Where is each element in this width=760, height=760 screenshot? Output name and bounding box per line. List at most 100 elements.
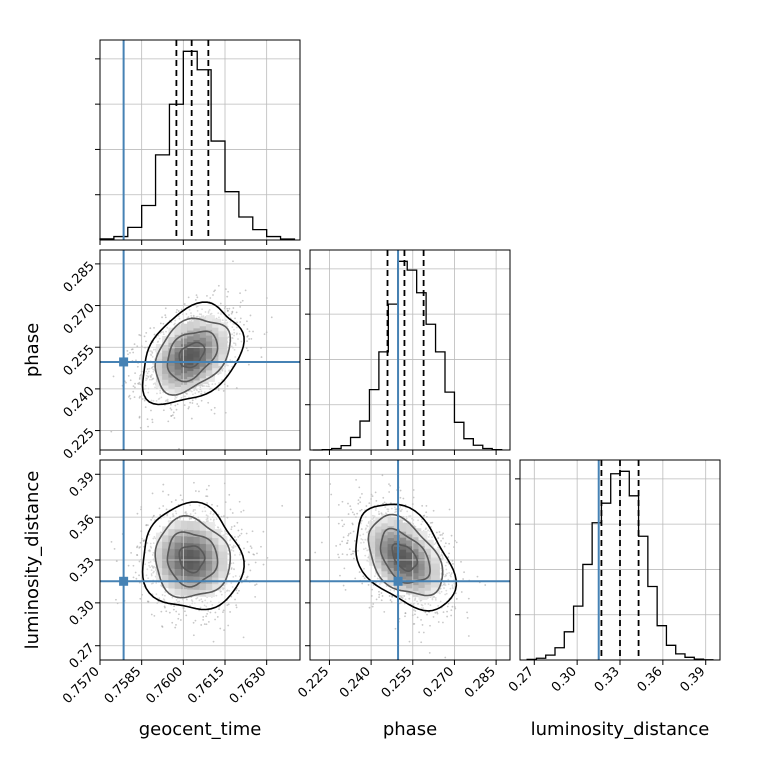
scatter-point — [452, 563, 454, 565]
scatter-point — [191, 399, 194, 402]
density-cell — [168, 526, 178, 536]
scatter-point — [363, 577, 366, 580]
scatter-point — [357, 499, 360, 502]
density-cell — [174, 586, 184, 596]
scatter-point — [382, 496, 385, 499]
scatter-point — [420, 618, 422, 621]
density-cell — [381, 550, 391, 560]
tick-label-y-luminosity-distance-4: 0.39 — [67, 469, 98, 500]
density-cell — [162, 546, 172, 556]
scatter-point — [139, 334, 142, 337]
scatter-point — [248, 330, 251, 333]
scatter-point — [213, 412, 216, 415]
density-cell — [212, 341, 222, 351]
density-cell — [375, 523, 385, 533]
scatter-point — [240, 528, 243, 531]
scatter-point — [236, 521, 239, 524]
scatter-point — [424, 602, 427, 605]
scatter-point — [150, 569, 153, 572]
density-cell — [430, 548, 440, 558]
density-cell — [199, 323, 209, 333]
scatter-point — [155, 582, 158, 584]
scatter-point — [231, 337, 234, 340]
scatter-point — [153, 326, 155, 329]
scatter-point — [429, 522, 432, 524]
density-cell — [399, 546, 409, 556]
density-cell — [369, 550, 379, 560]
scatter-point — [227, 290, 230, 293]
x-axis-label-phase: phase — [383, 719, 437, 740]
scatter-point — [178, 447, 180, 450]
scatter-point — [150, 409, 152, 412]
scatter-point — [450, 575, 452, 578]
scatter-point — [226, 589, 229, 592]
density-cell — [212, 359, 222, 369]
density-cell — [199, 548, 209, 558]
y-axis-label-luminosity-distance: luminosity_distance — [22, 471, 43, 650]
scatter-point — [405, 517, 408, 520]
scatter-point — [152, 537, 155, 540]
scatter-point — [420, 518, 423, 521]
scatter-point — [173, 605, 176, 607]
scatter-point — [162, 331, 165, 333]
density-cell — [187, 554, 197, 564]
scatter-point — [451, 605, 454, 608]
scatter-point — [425, 511, 428, 514]
scatter-point — [359, 534, 362, 537]
scatter-point — [208, 484, 210, 487]
tick-label-x-geocent-time-2: 0.7600 — [143, 664, 186, 707]
scatter-point — [159, 322, 162, 325]
scatter-point — [188, 406, 190, 408]
scatter-point — [194, 512, 197, 515]
scatter-point — [233, 331, 236, 334]
scatter-point — [330, 493, 333, 496]
scatter-point — [349, 532, 352, 535]
scatter-point — [371, 518, 374, 520]
scatter-point — [185, 512, 188, 515]
scatter-point — [166, 326, 169, 329]
scatter-point — [173, 323, 176, 326]
density-cell — [187, 527, 197, 537]
scatter-point — [144, 406, 147, 409]
truth-marker-phase-luminosity-distance — [393, 576, 403, 586]
scatter-point — [229, 544, 231, 546]
scatter-point — [138, 574, 140, 577]
scatter-point — [428, 533, 431, 536]
scatter-point — [189, 389, 192, 392]
density-cell — [174, 360, 184, 370]
scatter-point — [237, 338, 239, 340]
scatter-point — [223, 629, 225, 632]
scatter-point — [175, 623, 177, 626]
scatter-point — [337, 522, 340, 525]
scatter-point — [454, 592, 457, 595]
density-cell — [155, 361, 165, 371]
scatter-point — [229, 359, 232, 361]
scatter-point — [148, 533, 151, 536]
tick-label-y-phase-2: 0.255 — [61, 342, 98, 379]
scatter-point — [194, 508, 196, 511]
density-cell — [369, 544, 379, 554]
scatter-point — [375, 507, 378, 509]
density-cell — [155, 372, 165, 382]
density-cell — [387, 565, 397, 575]
scatter-point — [174, 499, 177, 501]
scatter-point — [155, 400, 158, 402]
scatter-point — [207, 520, 209, 522]
scatter-point — [347, 534, 350, 537]
scatter-point — [446, 572, 448, 575]
scatter-point — [358, 486, 361, 489]
density-cell — [399, 534, 409, 544]
scatter-point — [152, 465, 154, 467]
scatter-point — [256, 552, 258, 555]
density-cell — [162, 382, 172, 392]
scatter-point — [149, 378, 151, 381]
scatter-point — [198, 599, 201, 602]
density-cell — [155, 539, 165, 549]
scatter-point — [187, 296, 190, 299]
scatter-point — [163, 605, 166, 608]
scatter-point — [176, 403, 179, 406]
density-cell — [399, 552, 409, 562]
scatter-point — [360, 528, 363, 531]
scatter-point — [238, 332, 241, 335]
